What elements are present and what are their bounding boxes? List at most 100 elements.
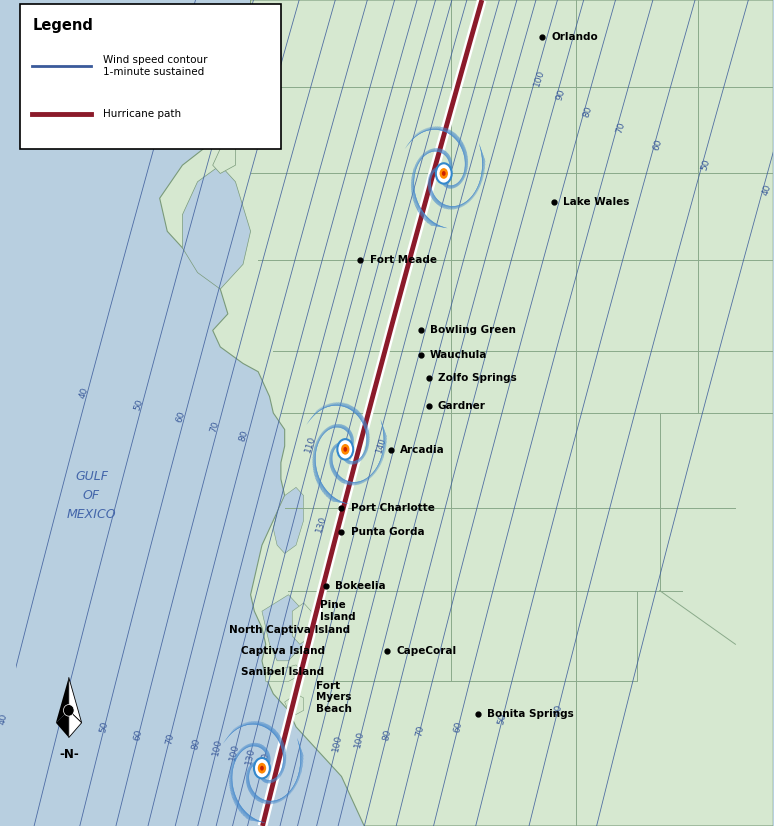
Polygon shape — [473, 183, 480, 198]
Polygon shape — [465, 163, 466, 174]
Polygon shape — [428, 179, 431, 187]
Polygon shape — [236, 748, 242, 759]
Text: Gardner: Gardner — [438, 401, 485, 411]
Polygon shape — [247, 743, 256, 748]
Polygon shape — [274, 775, 279, 782]
Polygon shape — [461, 148, 468, 159]
Polygon shape — [232, 761, 233, 776]
Polygon shape — [238, 746, 245, 756]
Polygon shape — [262, 750, 269, 752]
Polygon shape — [269, 729, 281, 736]
Polygon shape — [431, 128, 447, 130]
Polygon shape — [344, 482, 357, 484]
Polygon shape — [246, 784, 253, 791]
Polygon shape — [315, 442, 317, 457]
Polygon shape — [444, 185, 450, 187]
Polygon shape — [346, 461, 351, 463]
Polygon shape — [300, 748, 303, 768]
Polygon shape — [260, 748, 268, 750]
Polygon shape — [270, 778, 276, 783]
Polygon shape — [420, 151, 426, 161]
Polygon shape — [335, 425, 344, 428]
Polygon shape — [337, 479, 348, 482]
Polygon shape — [322, 492, 338, 501]
Polygon shape — [300, 752, 302, 771]
Polygon shape — [440, 206, 453, 207]
Polygon shape — [267, 729, 279, 735]
Polygon shape — [318, 431, 324, 444]
Text: Fort
Myers
Beach: Fort Myers Beach — [317, 681, 352, 714]
Polygon shape — [444, 131, 457, 135]
Polygon shape — [345, 407, 359, 411]
Text: 70: 70 — [164, 733, 175, 746]
Polygon shape — [321, 402, 337, 410]
Polygon shape — [238, 809, 253, 818]
Text: 90: 90 — [555, 88, 567, 102]
Polygon shape — [324, 494, 341, 501]
Polygon shape — [344, 460, 349, 462]
Polygon shape — [236, 807, 252, 817]
Polygon shape — [370, 464, 378, 478]
Polygon shape — [279, 743, 286, 754]
Polygon shape — [428, 188, 434, 196]
Polygon shape — [351, 481, 363, 486]
Polygon shape — [359, 454, 363, 463]
Polygon shape — [482, 159, 483, 179]
Polygon shape — [316, 438, 318, 453]
Polygon shape — [436, 150, 444, 152]
Text: Fort Meade: Fort Meade — [369, 255, 437, 265]
Ellipse shape — [254, 758, 270, 778]
Polygon shape — [348, 408, 361, 415]
Polygon shape — [413, 169, 414, 185]
Polygon shape — [272, 777, 276, 783]
Polygon shape — [330, 464, 336, 472]
Polygon shape — [313, 404, 328, 415]
Polygon shape — [340, 406, 355, 408]
Polygon shape — [334, 405, 350, 406]
Polygon shape — [429, 177, 431, 185]
Polygon shape — [262, 780, 267, 781]
Polygon shape — [430, 193, 437, 200]
Polygon shape — [246, 783, 252, 790]
Polygon shape — [407, 131, 421, 145]
Polygon shape — [381, 419, 387, 439]
Polygon shape — [435, 202, 446, 205]
Polygon shape — [429, 191, 436, 197]
Polygon shape — [237, 747, 243, 757]
Polygon shape — [262, 779, 267, 781]
Text: 50: 50 — [497, 712, 508, 725]
Polygon shape — [364, 472, 374, 483]
Polygon shape — [477, 175, 481, 192]
Polygon shape — [235, 805, 249, 815]
Polygon shape — [281, 766, 283, 776]
Polygon shape — [436, 167, 438, 171]
Polygon shape — [312, 405, 327, 416]
Polygon shape — [343, 429, 351, 430]
Polygon shape — [421, 150, 429, 159]
Polygon shape — [448, 159, 452, 164]
Polygon shape — [248, 819, 265, 823]
Polygon shape — [334, 444, 337, 449]
Polygon shape — [348, 432, 353, 436]
Polygon shape — [336, 443, 337, 448]
Polygon shape — [349, 434, 354, 439]
Polygon shape — [335, 444, 337, 449]
Polygon shape — [463, 171, 464, 181]
Polygon shape — [295, 770, 300, 787]
Text: Punta Gorda: Punta Gorda — [351, 527, 424, 537]
Polygon shape — [414, 203, 426, 216]
Polygon shape — [449, 162, 452, 167]
Polygon shape — [430, 197, 440, 202]
Polygon shape — [430, 195, 439, 201]
Polygon shape — [415, 206, 428, 218]
Polygon shape — [289, 779, 297, 795]
Polygon shape — [265, 753, 270, 757]
Polygon shape — [433, 202, 444, 205]
Polygon shape — [283, 759, 284, 771]
Polygon shape — [354, 459, 359, 464]
Polygon shape — [450, 184, 456, 188]
Polygon shape — [337, 443, 340, 447]
Polygon shape — [230, 771, 233, 786]
Polygon shape — [450, 135, 463, 141]
Text: GULF
OF
MEXICO: GULF OF MEXICO — [67, 470, 116, 521]
